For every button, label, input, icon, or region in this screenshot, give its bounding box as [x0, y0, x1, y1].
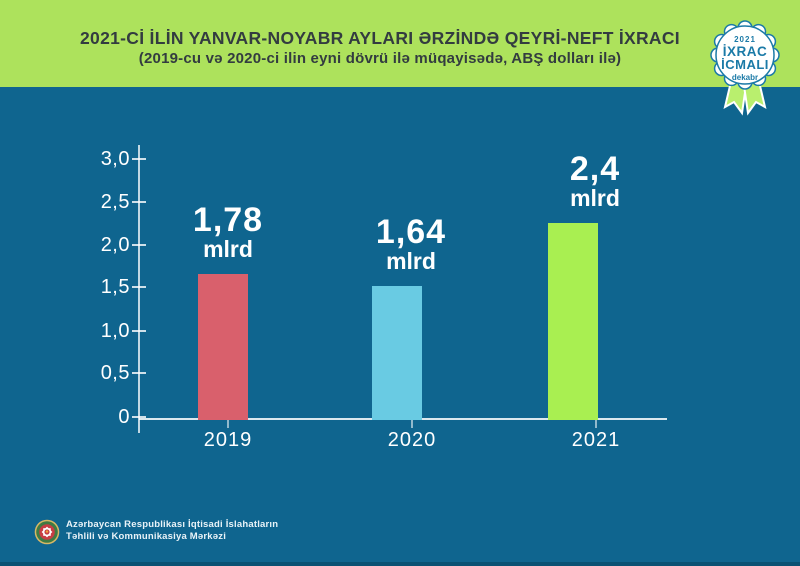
- x-tick: [595, 420, 597, 428]
- org-name: Azərbaycan Respublikası İqtisadi İslahat…: [66, 519, 278, 543]
- badge-title-line2: İCMALI: [721, 57, 769, 72]
- y-tick-label: 1,0: [100, 320, 130, 342]
- export-review-badge: 2021 İXRAC İCMALI dekabr: [690, 15, 800, 127]
- value-number: 1,64: [375, 213, 447, 251]
- y-axis-line: [138, 145, 140, 433]
- page-title: 2021-Cİ İLİN YANVAR-NOYABR AYLARI ƏRZİND…: [80, 28, 680, 48]
- rosette-seal-icon: 2021 İXRAC İCMALI dekabr: [710, 20, 780, 116]
- header-title-block: 2021-Cİ İLİN YANVAR-NOYABR AYLARI ƏRZİND…: [70, 28, 690, 68]
- y-tick-label: 3,0: [100, 148, 130, 170]
- org-name-line1: Azərbaycan Respublikası İqtisadi İslahat…: [66, 519, 279, 530]
- bar-2019: [198, 274, 248, 420]
- y-tick: [132, 158, 146, 160]
- y-tick: [132, 330, 146, 332]
- bar-2021: [548, 223, 598, 420]
- badge-month: dekabr: [732, 73, 758, 82]
- x-tick: [227, 420, 229, 428]
- x-label-2019: 2019: [203, 429, 253, 451]
- value-number: 1,78: [192, 201, 264, 239]
- value-unit: mlrd: [570, 185, 620, 211]
- bottom-edge-strip: [0, 562, 800, 566]
- y-tick-label: 0,5: [100, 362, 130, 384]
- value-label-2019: 1,78 mlrd: [193, 203, 263, 262]
- y-tick: [132, 372, 146, 374]
- bar-2020: [372, 286, 422, 420]
- y-tick-label: 1,5: [100, 276, 130, 298]
- y-tick: [132, 201, 146, 203]
- badge-title-line1: İXRAC: [723, 44, 768, 59]
- value-label-2020: 1,64 mlrd: [376, 215, 446, 274]
- header-banner: 2021-Cİ İLİN YANVAR-NOYABR AYLARI ƏRZİND…: [0, 0, 800, 87]
- org-name-line2: Təhlili və Kommunikasiya Mərkəzi: [66, 531, 227, 542]
- y-tick-label: 2,5: [100, 191, 130, 213]
- y-tick: [132, 244, 146, 246]
- y-tick: [132, 286, 146, 288]
- value-unit: mlrd: [386, 248, 436, 274]
- seal-scallops: [710, 20, 780, 90]
- x-label-2021: 2021: [571, 429, 621, 451]
- y-tick: [132, 416, 146, 418]
- azerbaijan-emblem-icon: [34, 519, 60, 545]
- value-number: 2,4: [569, 150, 621, 188]
- value-label-2021: 2,4 mlrd: [570, 152, 620, 211]
- y-tick-label: 0: [118, 406, 130, 428]
- x-tick: [411, 420, 413, 428]
- y-tick-label: 2,0: [100, 234, 130, 256]
- value-unit: mlrd: [203, 236, 253, 262]
- badge-year: 2021: [734, 35, 756, 44]
- x-label-2020: 2020: [387, 429, 437, 451]
- page-subtitle: (2019-cu və 2020-ci ilin eyni dövrü ilə …: [138, 50, 622, 67]
